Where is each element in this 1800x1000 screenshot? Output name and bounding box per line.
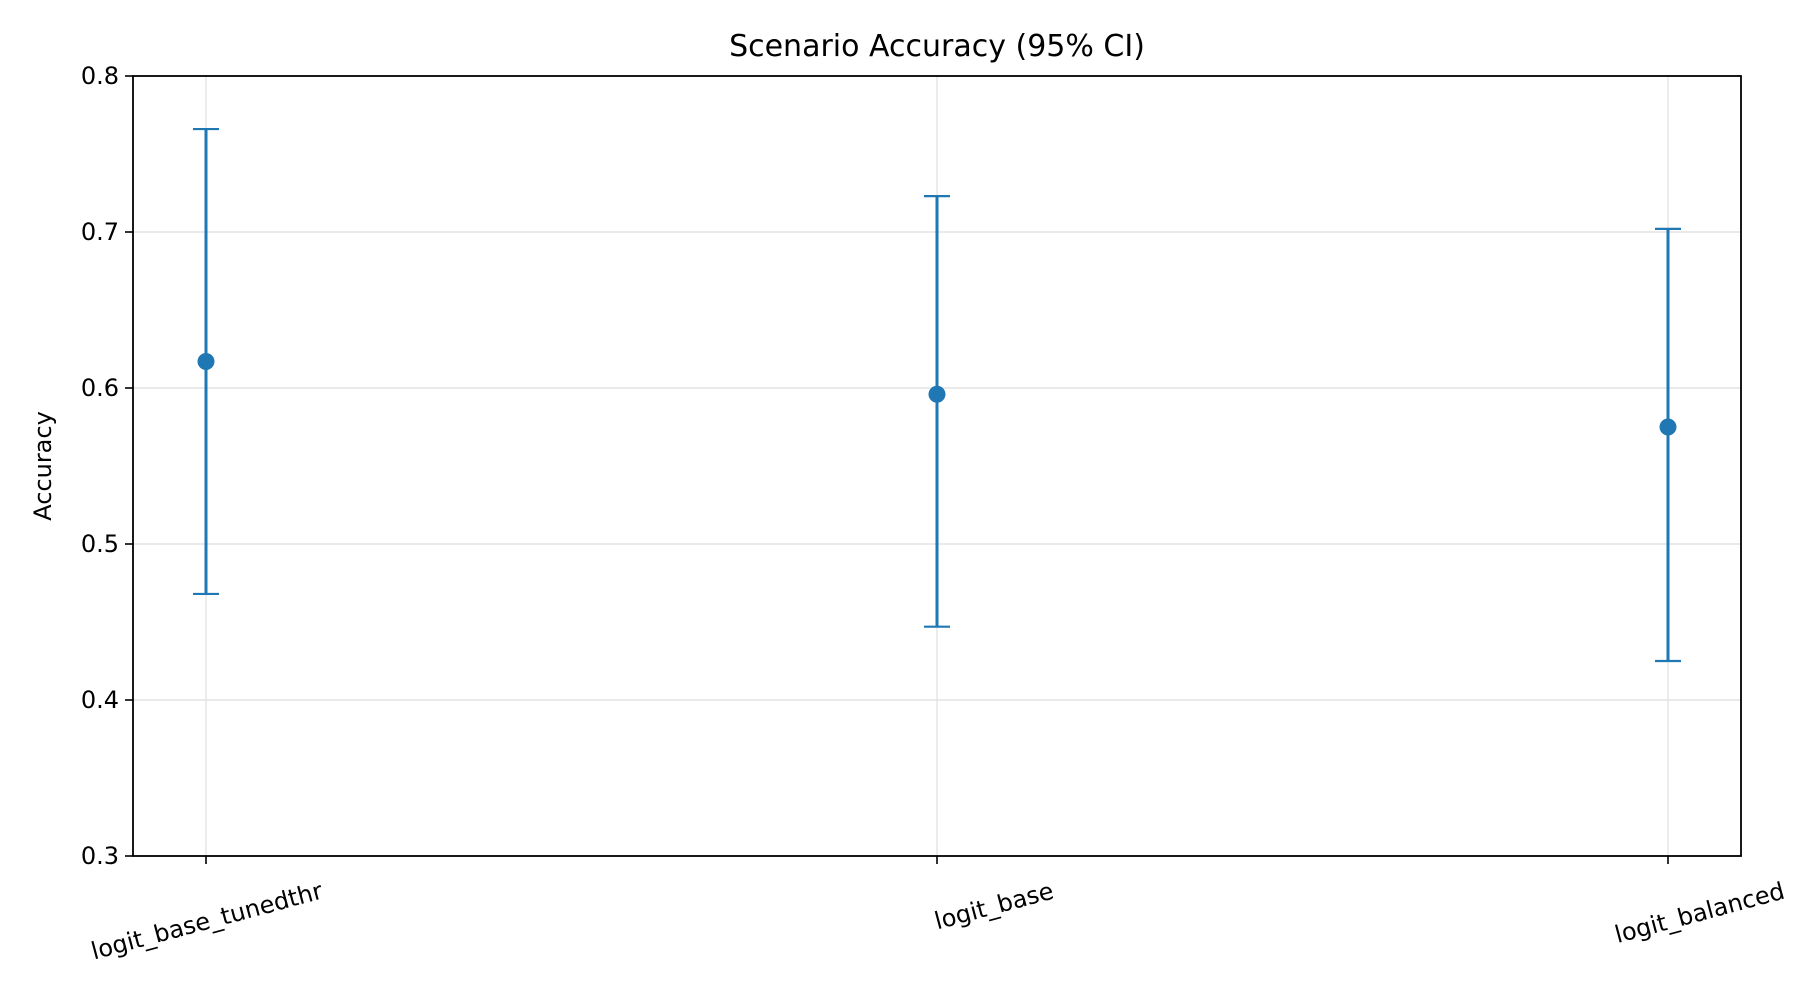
y-tick-label: 0.4 <box>81 686 119 714</box>
y-tick-label: 0.5 <box>81 530 119 558</box>
data-series <box>193 127 1681 663</box>
data-point <box>1659 418 1677 436</box>
y-tick-label: 0.8 <box>81 62 119 90</box>
x-tick-label: logit_balanced <box>1612 877 1788 949</box>
y-axis-label: Accuracy <box>29 411 57 521</box>
y-tick-label: 0.3 <box>81 842 119 870</box>
y-axis-ticks: 0.3 0.4 0.5 0.6 0.7 0.8 <box>81 62 133 870</box>
plot-frame <box>132 75 1742 857</box>
x-tick-label: logit_base <box>932 877 1057 936</box>
chart-title: Scenario Accuracy (95% CI) <box>729 29 1145 64</box>
x-axis-ticks: logit_base_tunedthr logit_base logit_balan… <box>88 856 1788 966</box>
y-tick-label: 0.6 <box>81 374 119 402</box>
y-tick-label: 0.7 <box>81 218 119 246</box>
data-point <box>197 352 215 370</box>
x-tick-label: logit_base_tunedthr <box>88 877 325 966</box>
data-point <box>928 385 946 403</box>
